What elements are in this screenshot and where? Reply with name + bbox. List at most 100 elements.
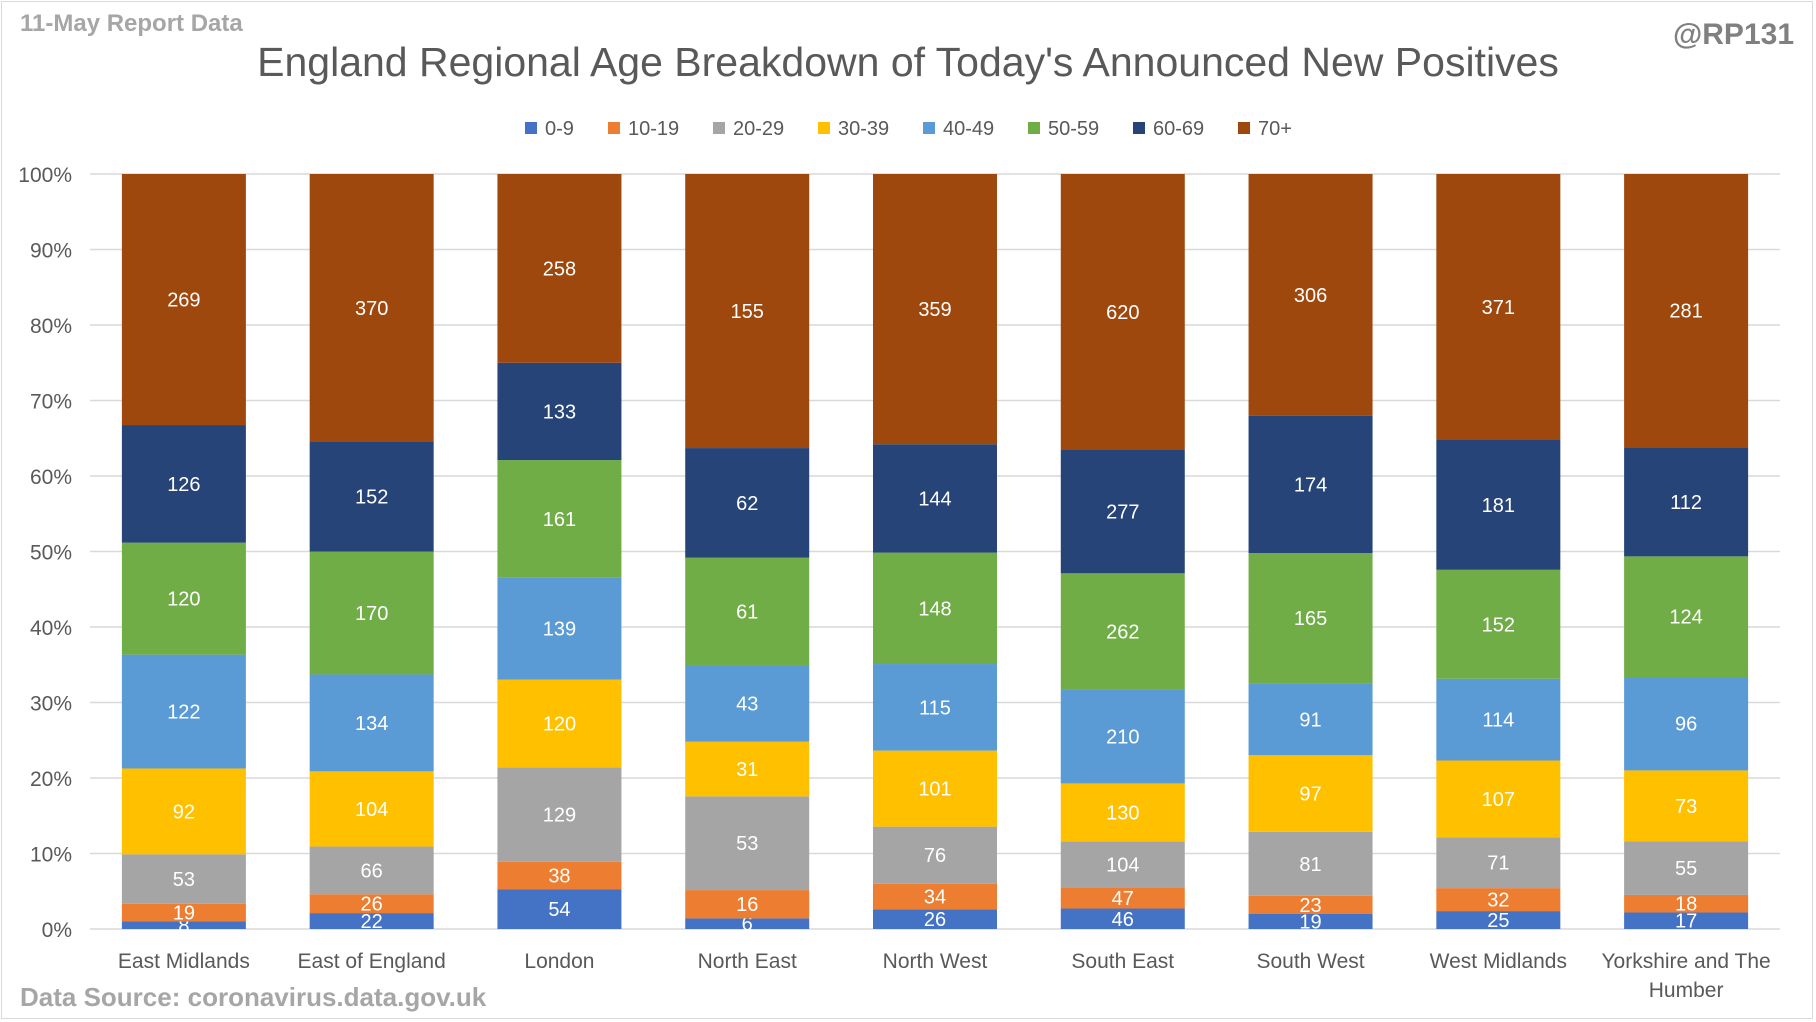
data-label: 18	[1675, 894, 1697, 916]
y-tick-label: 10%	[30, 844, 72, 867]
bar-segment	[121, 921, 246, 929]
legend-swatch	[818, 122, 830, 134]
data-label: 269	[167, 290, 200, 312]
data-label: 139	[543, 619, 576, 641]
data-label: 8	[178, 915, 189, 937]
legend-label: 30-39	[838, 118, 889, 140]
data-label: 165	[1294, 608, 1327, 630]
y-axis-ticks: 0% 10% 20% 30% 40% 50% 60% 70% 80% 90% 100%	[18, 164, 72, 942]
legend-item: 0-9	[525, 118, 574, 140]
bar-segment	[1624, 677, 1749, 771]
x-tick-label: North East	[698, 950, 797, 973]
bar-segment	[309, 174, 434, 442]
data-label: 91	[1299, 709, 1321, 731]
bar-segment	[685, 448, 810, 558]
data-label: 148	[918, 598, 951, 620]
data-label: 31	[736, 759, 758, 781]
bar-segment	[685, 796, 810, 891]
y-tick-label: 60%	[30, 466, 72, 489]
data-label: 134	[355, 713, 388, 735]
data-label: 210	[1106, 727, 1139, 749]
data-label: 22	[361, 911, 383, 933]
bar-segment	[1248, 831, 1373, 896]
legend-item: 10-19	[608, 118, 679, 140]
bar-segment	[121, 768, 246, 855]
bar-stack: 819 53 92 122 120 126 269	[121, 174, 246, 937]
y-tick-label: 40%	[30, 617, 72, 640]
legend-swatch	[1133, 122, 1145, 134]
data-label: 6	[742, 914, 753, 936]
legend-swatch	[713, 122, 725, 134]
bar-segment	[1060, 174, 1185, 451]
bar-segment	[497, 174, 622, 363]
data-label: 152	[1482, 614, 1515, 636]
bar-segment	[1624, 174, 1749, 448]
bar-segment	[1624, 556, 1749, 678]
data-label: 97	[1299, 784, 1321, 806]
data-label: 129	[543, 805, 576, 827]
data-label: 26	[924, 909, 946, 931]
legend-label: 60-69	[1153, 118, 1204, 140]
data-label: 620	[1106, 302, 1139, 324]
bar-segment	[309, 894, 434, 914]
y-tick-label: 30%	[30, 693, 72, 716]
bar-segment	[497, 889, 622, 929]
bar-segment	[309, 771, 434, 847]
bar-segment	[1624, 912, 1749, 929]
data-label: 258	[543, 258, 576, 280]
data-label: 277	[1106, 502, 1139, 524]
data-label: 155	[731, 301, 764, 323]
data-label: 26	[361, 894, 383, 916]
legend-swatch	[525, 122, 537, 134]
data-label: 120	[543, 713, 576, 735]
data-label: 133	[543, 401, 576, 423]
x-tick-label: South West	[1256, 950, 1364, 973]
bar-segment	[873, 444, 997, 553]
bar-segment	[1436, 678, 1561, 761]
bar-segment	[1436, 569, 1561, 679]
bar-segment	[1624, 770, 1749, 842]
bar-segment	[121, 425, 246, 543]
data-label: 124	[1669, 607, 1702, 629]
bar-segment	[1436, 911, 1561, 929]
data-label: 101	[918, 779, 951, 801]
bar-segment	[1060, 887, 1185, 909]
bar-stack: 54 38 129 120 139 161 133 258	[497, 174, 622, 929]
data-label: 71	[1487, 853, 1509, 875]
x-tick-label: East Midlands	[118, 950, 250, 973]
bar-segment	[1436, 174, 1561, 441]
y-tick-label: 100%	[18, 164, 72, 187]
data-label: 370	[355, 298, 388, 320]
legend-item: 20-29	[713, 118, 784, 140]
legend-swatch	[1028, 122, 1040, 134]
bar-segment	[121, 903, 246, 922]
bar-segment	[1060, 908, 1185, 929]
legend-label: 0-9	[545, 118, 574, 140]
data-label: 306	[1294, 285, 1327, 307]
x-tick-label: Yorkshire and The Humber	[1601, 950, 1770, 1002]
bar-segment	[685, 741, 810, 797]
data-label: 161	[543, 509, 576, 531]
y-tick-label: 0%	[42, 919, 72, 942]
bar-segment	[497, 362, 622, 461]
y-tick-label: 70%	[30, 391, 72, 414]
bar-segment	[873, 883, 997, 910]
data-label: 359	[918, 299, 951, 321]
bar-segment	[1624, 447, 1749, 557]
data-label: 54	[548, 899, 570, 921]
bar-segment	[1436, 760, 1561, 838]
bar-segment	[309, 551, 434, 675]
data-source-label: Data Source: coronavirus.data.gov.uk	[20, 982, 487, 1012]
data-label: 114	[1482, 710, 1514, 732]
bar-segment	[1248, 553, 1373, 684]
x-tick-label: London	[524, 950, 594, 973]
bar-segment	[873, 174, 997, 445]
bar-segment	[1624, 841, 1749, 895]
data-label: 371	[1482, 297, 1515, 319]
